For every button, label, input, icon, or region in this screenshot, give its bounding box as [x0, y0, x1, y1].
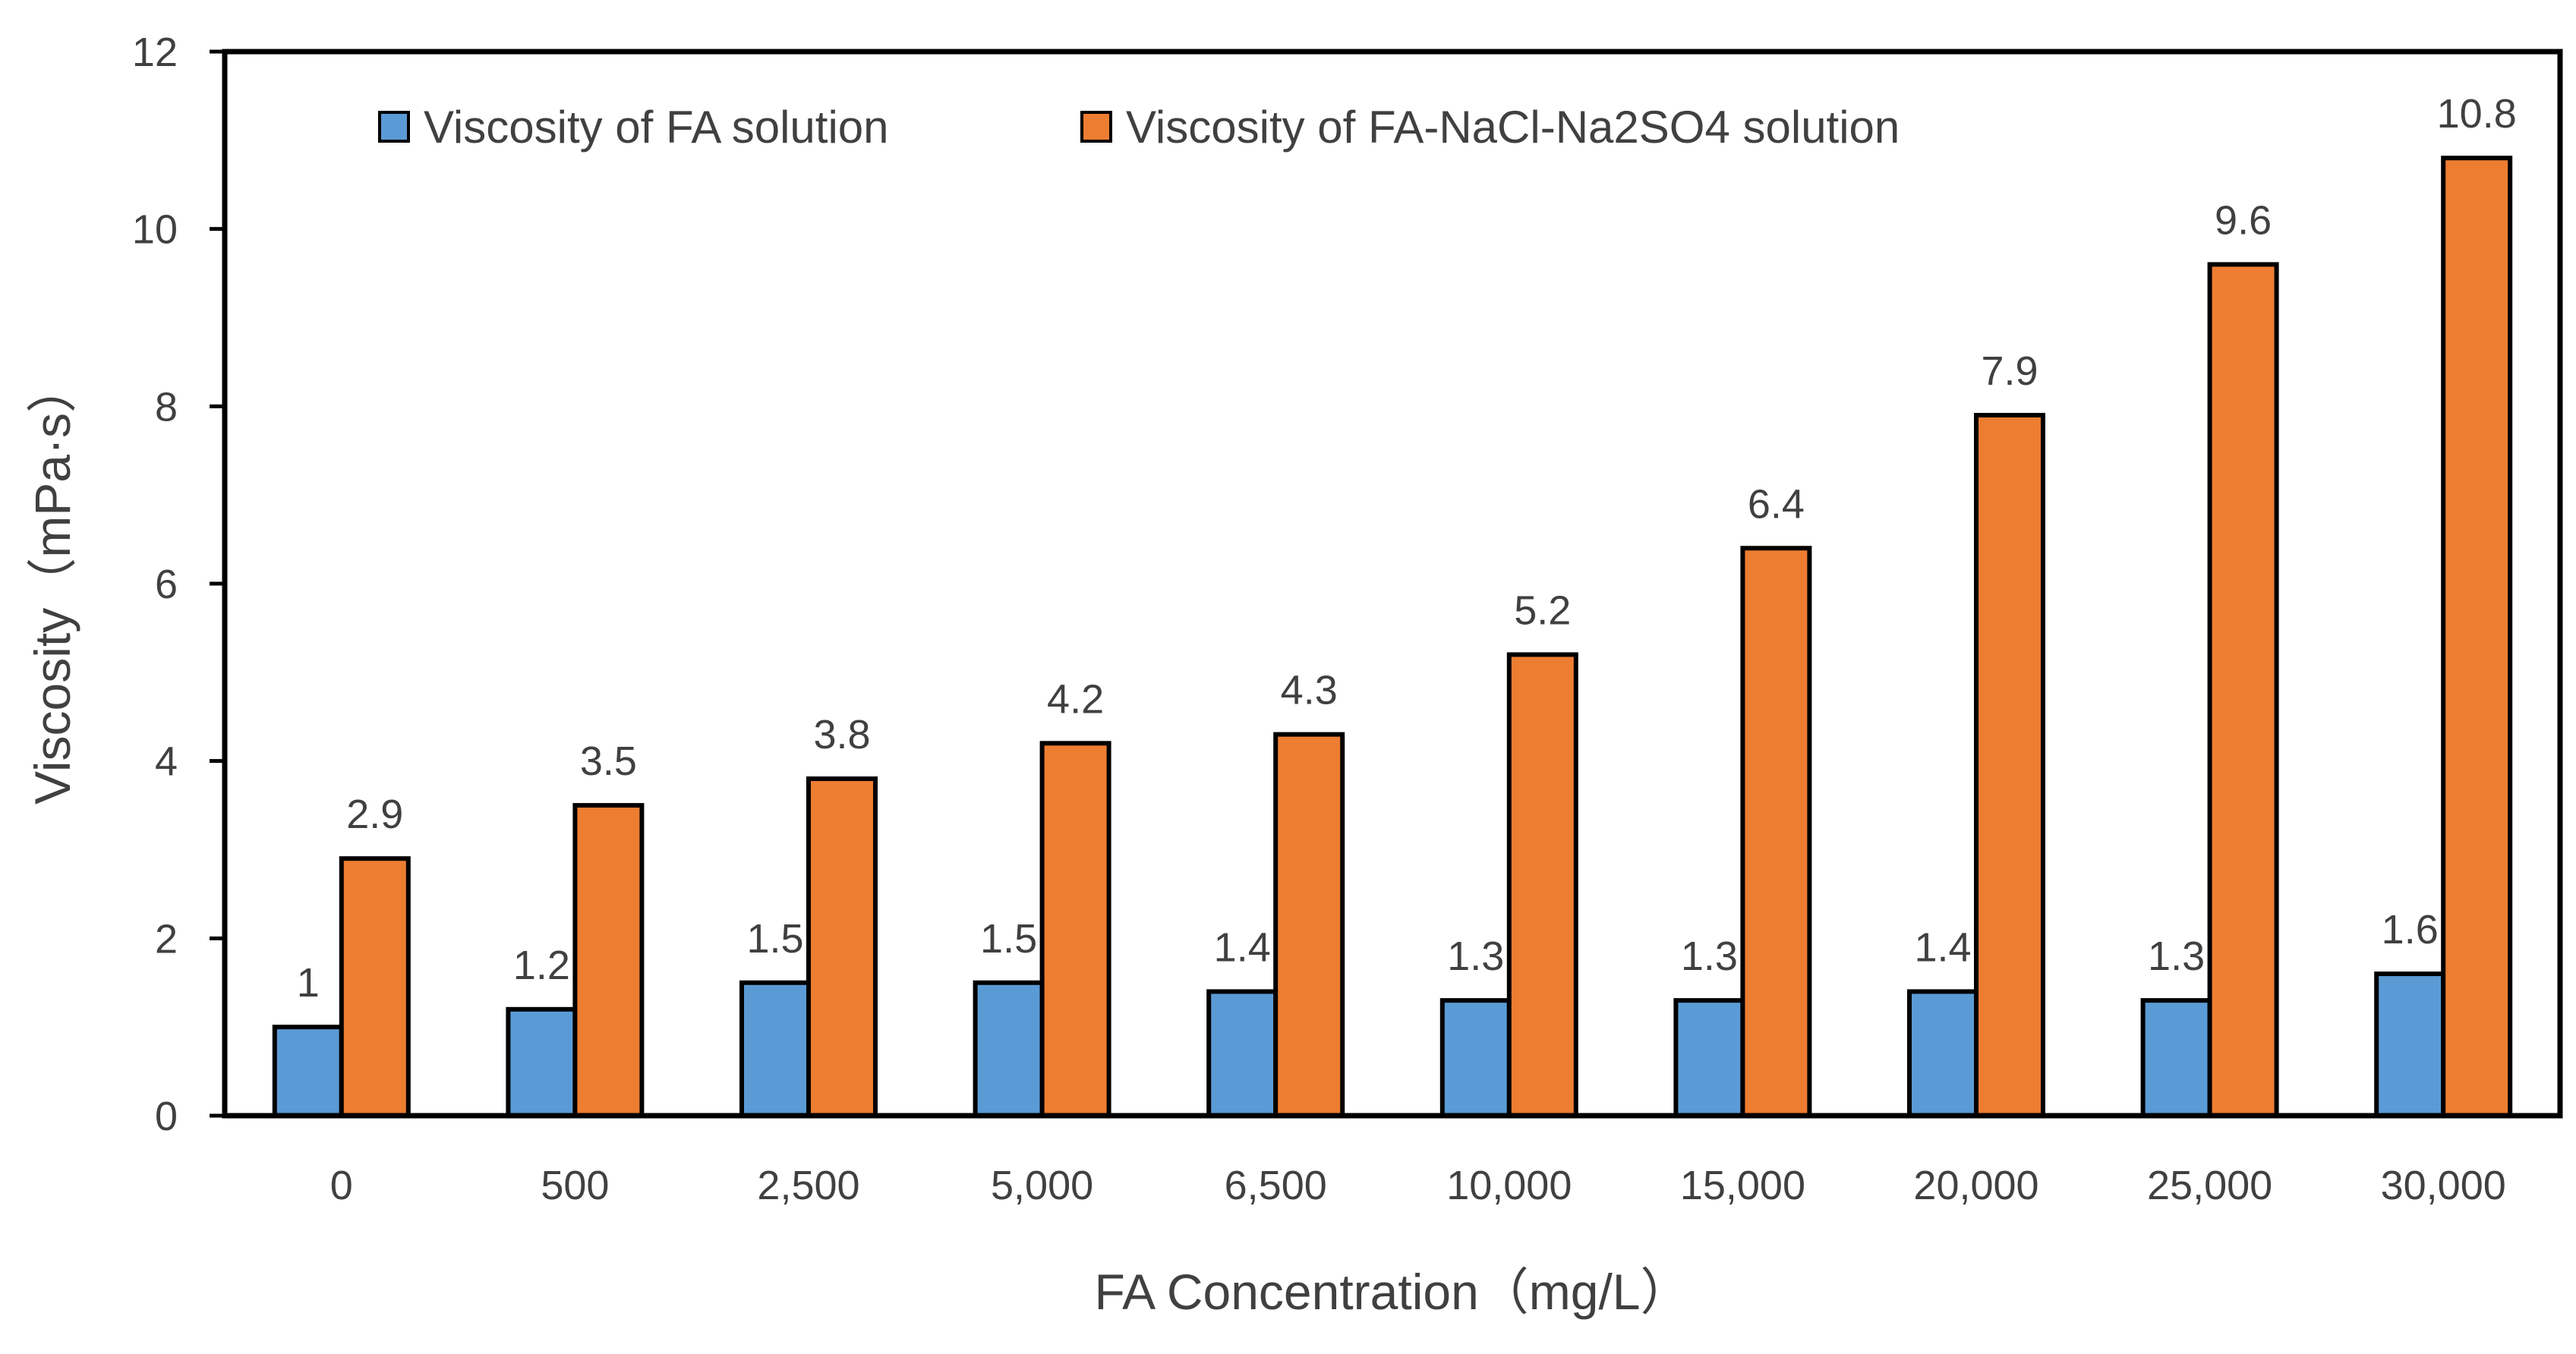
- bar-fa-nacl-na2so4-30000: [2441, 156, 2513, 1119]
- bar-fa-nacl-na2so4-5000: [1039, 741, 1111, 1118]
- x-tick-label-10000: 10,000: [1446, 1163, 1572, 1208]
- data-labels-layer: 1 2.9 1.2 3.5 1.5 3.8 1.5 4.2 1.4 4.3 1.3 5.2 1.3 6.4…: [297, 91, 2517, 1006]
- bar-fa-0: [272, 1025, 344, 1118]
- bar-fa-6500: [1206, 989, 1279, 1119]
- y-tick-label-10: 10: [132, 207, 178, 253]
- bar-fa-nacl-na2so4-0: [339, 856, 411, 1119]
- legend-label-fa: Viscosity of FA solution: [424, 102, 889, 153]
- data-label-fa-30000: 1.6: [2382, 907, 2439, 953]
- bar-fa-nacl-na2so4-20000: [1974, 413, 2045, 1118]
- x-tick-label-15000: 15,000: [1680, 1163, 1805, 1208]
- y-tick-label-6: 6: [155, 562, 178, 607]
- data-label-fa-500: 1.2: [513, 943, 570, 988]
- data-label-fa-20000: 1.4: [1914, 924, 1971, 970]
- data-label-fa-nacl-na2so4-6500: 4.3: [1281, 668, 1338, 713]
- data-label-fa-nacl-na2so4-0: 2.9: [346, 792, 403, 837]
- data-label-fa-5000: 1.5: [980, 916, 1037, 962]
- data-label-fa-nacl-na2so4-15000: 6.4: [1748, 481, 1805, 527]
- data-label-fa-25000: 1.3: [2148, 934, 2205, 979]
- legend-swatch-fa-nacl-na2so4: [1080, 111, 1112, 143]
- legend: Viscosity of FA solution Viscosity of FA-…: [378, 102, 1900, 153]
- bar-fa-nacl-na2so4-25000: [2207, 262, 2279, 1118]
- x-axis-ticks: 0 500 2,500 5,000 6,500 10,000 15,000 20,000 25,…: [330, 1163, 2506, 1208]
- data-label-fa-nacl-na2so4-30000: 10.8: [2437, 91, 2517, 137]
- y-tick-label-2: 2: [155, 916, 178, 962]
- y-tick-label-4: 4: [155, 739, 178, 785]
- x-tick-label-6500: 6,500: [1225, 1163, 1327, 1208]
- bar-fa-5000: [973, 980, 1045, 1118]
- bars-layer: [272, 156, 2513, 1119]
- data-label-fa-0: 1: [297, 960, 320, 1006]
- y-tick-label-8: 8: [155, 384, 178, 430]
- x-tick-label-20000: 20,000: [1913, 1163, 2038, 1208]
- bar-fa-15000: [1673, 998, 1745, 1119]
- data-label-fa-10000: 1.3: [1447, 934, 1504, 979]
- bar-fa-nacl-na2so4-500: [572, 803, 645, 1119]
- x-tick-label-30000: 30,000: [2381, 1163, 2506, 1208]
- y-axis-ticks: 0 2 4 6 8 10 12: [132, 30, 225, 1139]
- data-label-fa-nacl-na2so4-10000: 5.2: [1514, 587, 1571, 633]
- x-axis-title: FA Concentration（mg/L）: [1094, 1264, 1690, 1320]
- y-tick-label-0: 0: [155, 1094, 178, 1139]
- bar-fa-nacl-na2so4-6500: [1273, 732, 1345, 1118]
- bar-fa-25000: [2140, 998, 2212, 1119]
- x-tick-label-2500: 2,500: [757, 1163, 859, 1208]
- bar-fa-30000: [2374, 971, 2446, 1118]
- data-label-fa-nacl-na2so4-2500: 3.8: [813, 712, 870, 757]
- x-tick-label-5000: 5,000: [991, 1163, 1093, 1208]
- data-label-fa-6500: 1.4: [1214, 924, 1271, 970]
- data-label-fa-2500: 1.5: [746, 916, 803, 962]
- bar-fa-nacl-na2so4-2500: [806, 776, 878, 1118]
- data-label-fa-nacl-na2so4-25000: 9.6: [2215, 197, 2272, 243]
- bar-fa-500: [506, 1006, 578, 1119]
- x-tick-label-25000: 25,000: [2147, 1163, 2272, 1208]
- y-axis-title: Viscosity（mPa·s）: [24, 363, 80, 805]
- data-label-fa-nacl-na2so4-500: 3.5: [580, 738, 637, 784]
- bar-fa-nacl-na2so4-10000: [1506, 652, 1578, 1118]
- legend-swatch-fa: [378, 111, 410, 143]
- data-label-fa-nacl-na2so4-5000: 4.2: [1047, 676, 1104, 722]
- y-tick-label-12: 12: [132, 30, 178, 75]
- bar-fa-2500: [739, 980, 811, 1118]
- x-tick-label-500: 500: [541, 1163, 609, 1208]
- bar-fa-nacl-na2so4-15000: [1740, 546, 1812, 1118]
- bar-fa-20000: [1907, 989, 1979, 1119]
- data-label-fa-nacl-na2so4-20000: 7.9: [1981, 348, 2038, 394]
- bar-fa-10000: [1439, 998, 1512, 1119]
- legend-label-fa-nacl-na2so4: Viscosity of FA-NaCl-Na2SO4 solution: [1126, 102, 1900, 153]
- x-tick-label-0: 0: [330, 1163, 353, 1208]
- data-label-fa-15000: 1.3: [1681, 934, 1738, 979]
